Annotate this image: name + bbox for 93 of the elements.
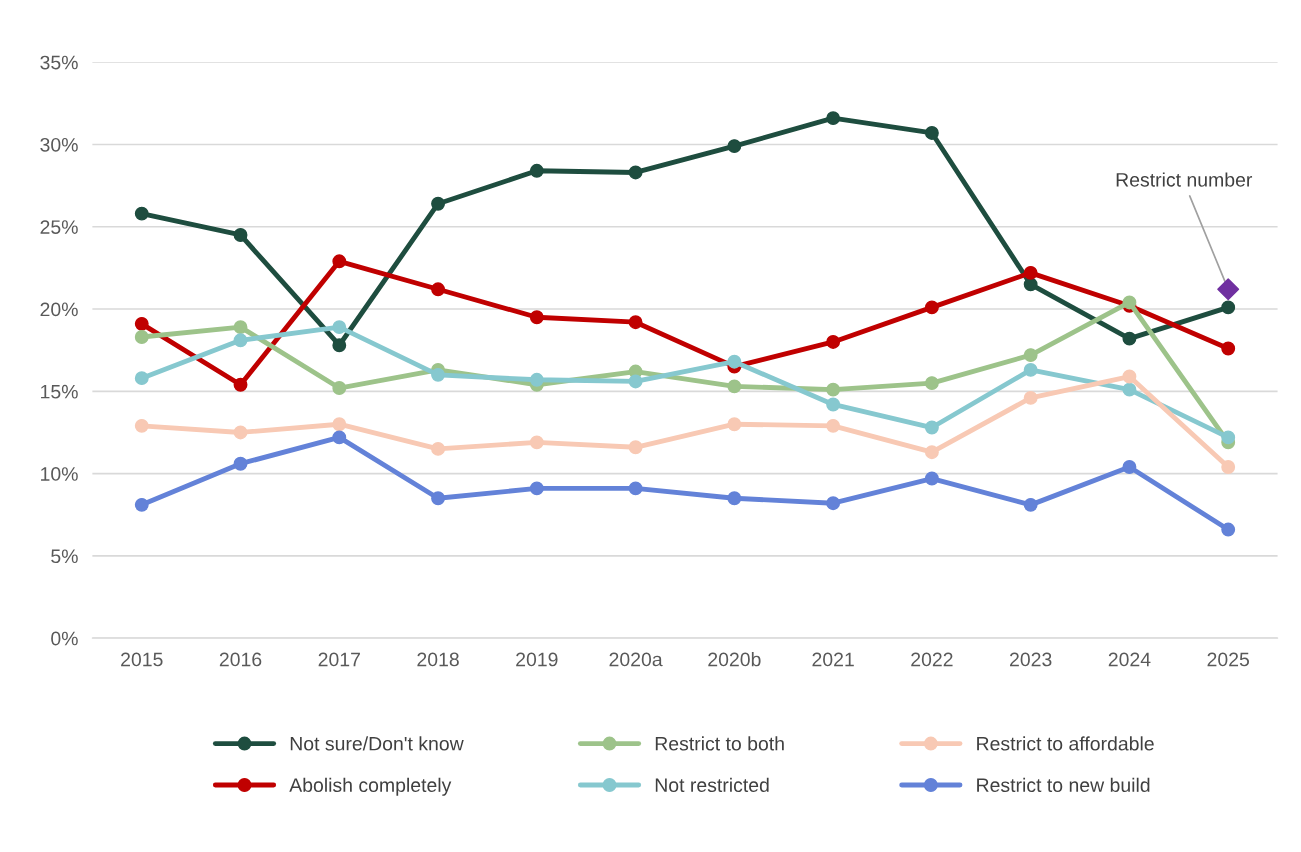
x-tick-label: 2022 [911, 652, 953, 667]
point [332, 417, 347, 432]
point [1023, 497, 1038, 512]
point [134, 497, 149, 512]
x-tick-label: 2025 [1207, 652, 1250, 667]
point [431, 367, 446, 382]
point [727, 379, 742, 394]
y-tick-label: 20% [40, 302, 78, 317]
point [1023, 265, 1038, 280]
text: Restrict number [1116, 172, 1253, 187]
point [1217, 278, 1240, 301]
point [1122, 382, 1137, 397]
point [1122, 331, 1137, 346]
point [529, 481, 544, 496]
point [1221, 430, 1236, 445]
point [431, 282, 446, 297]
y-tick-label: 15% [41, 384, 78, 399]
point [233, 228, 248, 242]
point [332, 254, 347, 269]
point [1023, 390, 1038, 405]
point [826, 382, 841, 397]
point [628, 481, 643, 496]
point [1221, 460, 1236, 474]
point [529, 372, 544, 387]
point [134, 316, 149, 331]
point [134, 206, 149, 221]
point [826, 397, 841, 412]
point [233, 320, 248, 335]
point [826, 334, 841, 349]
point [332, 430, 347, 445]
x-tick-label: 2023 [1010, 652, 1052, 667]
point [529, 310, 544, 325]
point [134, 418, 149, 433]
point [924, 126, 939, 140]
point [628, 315, 643, 330]
point [134, 371, 149, 386]
legend-label: Restrict to new build [977, 777, 1150, 793]
point [924, 445, 939, 460]
point [1023, 277, 1038, 292]
y-tick-label: 0% [51, 631, 78, 646]
point [1122, 369, 1137, 384]
y-tick-label: 5% [51, 549, 78, 564]
point [1122, 460, 1137, 474]
y-tick-label: 30% [40, 137, 78, 152]
point [1221, 300, 1236, 315]
point [1221, 341, 1236, 356]
x-tick-label: 2020a [609, 652, 663, 667]
point [332, 320, 347, 335]
point [727, 417, 742, 432]
point [628, 374, 643, 389]
point [233, 333, 248, 348]
point [1023, 362, 1038, 377]
x-tick-label: 2015 [121, 652, 163, 667]
legend-label: Not sure/Don't know [290, 736, 464, 751]
point [826, 418, 841, 433]
legend-label: Restrict to affordable [977, 736, 1154, 751]
x-tick-label: 2017 [318, 652, 360, 667]
point [431, 491, 446, 506]
point [924, 300, 939, 315]
x-tick-label: 2019 [516, 652, 558, 667]
y-tick-label: 25% [40, 220, 78, 234]
point [628, 165, 643, 180]
point [924, 420, 939, 435]
legend-label: Restrict to both [655, 736, 784, 751]
point [332, 338, 347, 353]
x-tick-label: 2018 [417, 652, 459, 667]
legend-label: Abolish completely [289, 777, 452, 796]
x-tick-label: 2024 [1108, 652, 1151, 667]
point [826, 496, 841, 511]
x-tick-label: 2020b [708, 652, 761, 667]
y-tick-label: 35% [40, 55, 78, 70]
point [727, 491, 742, 506]
point [1023, 348, 1038, 363]
point [134, 330, 149, 344]
point [233, 456, 248, 471]
point [431, 196, 446, 211]
legend-label: Not restricted [655, 777, 769, 793]
x-tick-label: 2021 [812, 652, 854, 667]
point [332, 381, 347, 395]
point [727, 139, 742, 154]
point [924, 376, 939, 391]
y-tick-label: 10% [41, 467, 78, 481]
point [233, 377, 248, 392]
x-tick-label: 2016 [219, 652, 262, 667]
point [233, 425, 248, 440]
point [924, 471, 939, 486]
point [529, 435, 544, 450]
point [431, 441, 446, 456]
point [727, 354, 742, 369]
point [1221, 522, 1236, 537]
point [826, 111, 841, 126]
point [628, 440, 643, 455]
point [529, 163, 544, 178]
